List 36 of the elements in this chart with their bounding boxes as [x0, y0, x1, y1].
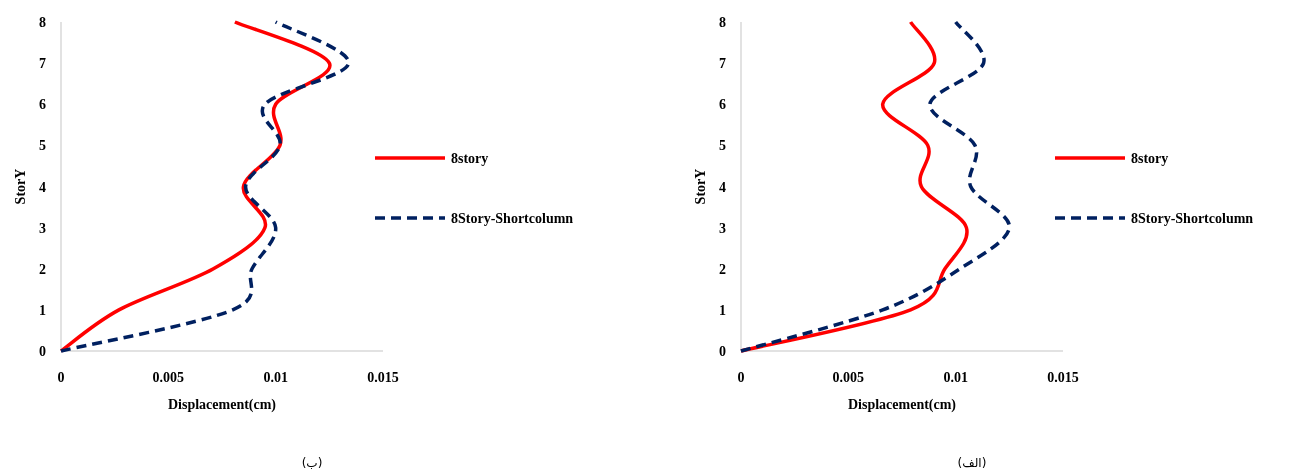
y-tick-label: 7: [719, 56, 726, 72]
x-axis-title: Displacement(cm): [167, 397, 277, 413]
x-tick-label: 0.015: [367, 370, 399, 385]
text: (ب): [301, 456, 323, 470]
x-tick-label: 0.01: [263, 370, 288, 385]
y-tick-label: 3: [719, 220, 726, 236]
x-tick-label: 0: [737, 370, 745, 385]
text: (الف): [957, 456, 987, 470]
x-tick-label: 0.005: [152, 370, 185, 385]
y-tick-label: 0: [719, 344, 726, 359]
y-tick-label: 2: [39, 261, 46, 277]
y-tick-label: 1: [39, 302, 46, 318]
legend-label: 8story: [1131, 151, 1169, 166]
x-tick-label: 0.01: [943, 370, 968, 385]
y-axis-title: StorY: [13, 168, 28, 205]
y-tick-label: 0: [39, 344, 46, 359]
y-tick-label: 1: [719, 302, 726, 318]
y-tick-label: 5: [719, 138, 726, 154]
y-tick-label: 4: [39, 179, 46, 195]
legend-label: 8story: [451, 151, 489, 166]
x-axis-title: Displacement(cm): [847, 397, 957, 413]
x-tick-label: 0.015: [1047, 370, 1079, 385]
y-tick-label: 6: [719, 97, 726, 113]
y-tick-label: 6: [39, 97, 46, 113]
y-axis-title: StorY: [693, 168, 708, 205]
y-tick-label: 4: [719, 179, 726, 195]
y-tick-label: 2: [719, 261, 726, 277]
y-tick-label: 8: [719, 15, 726, 30]
legend-label: 8Story-Shortcolumn: [1131, 211, 1254, 226]
legend-label: 8Story-Shortcolumn: [451, 211, 574, 226]
x-tick-label: 0: [57, 370, 65, 385]
y-tick-label: 3: [39, 220, 46, 236]
x-tick-label: 0.005: [832, 370, 865, 385]
y-tick-label: 8: [39, 15, 46, 30]
y-tick-label: 5: [39, 138, 46, 154]
y-tick-label: 7: [39, 56, 46, 72]
